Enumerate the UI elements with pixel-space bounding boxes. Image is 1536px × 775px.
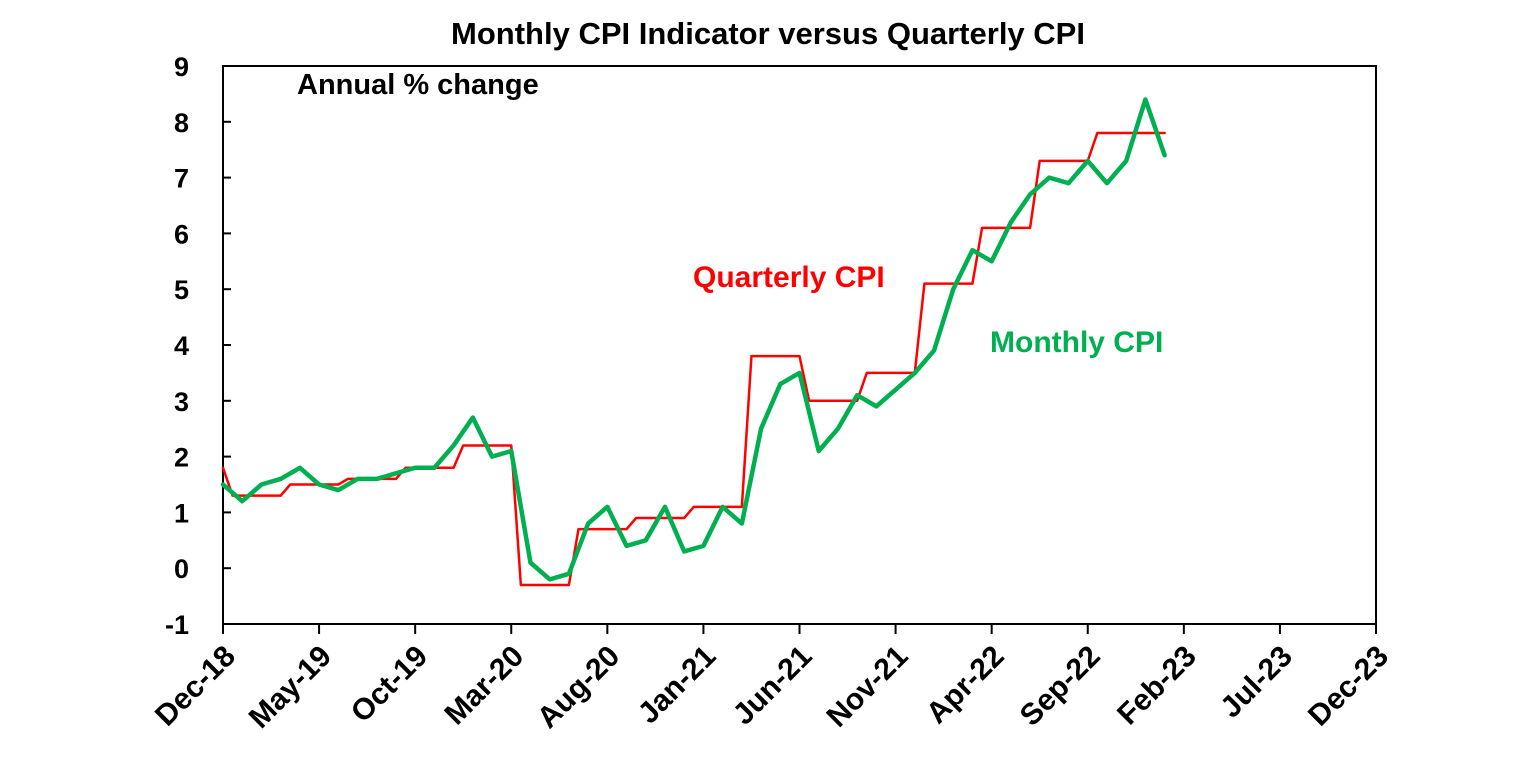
y-tick-label: -1 — [165, 610, 189, 640]
y-tick-label: 2 — [174, 443, 189, 473]
chart-subtitle: Annual % change — [297, 69, 539, 101]
monthly-cpi-line — [220, 97, 1167, 582]
y-axis: -1 0 1 2 3 4 5 6 7 8 9 — [165, 52, 231, 640]
chart-title: Monthly CPI Indicator versus Quarterly C… — [451, 16, 1085, 51]
quarterly-cpi-label: Quarterly CPI — [693, 261, 885, 294]
y-tick-label: 4 — [174, 331, 189, 361]
monthly-cpi-label: Monthly CPI — [990, 326, 1163, 359]
y-tick-label: 8 — [174, 108, 189, 138]
y-tick-label: 7 — [174, 164, 189, 194]
series-group — [220, 97, 1167, 587]
y-tick-label: 6 — [174, 219, 189, 249]
y-tick-label: 9 — [174, 52, 189, 82]
y-tick-label: 1 — [174, 498, 189, 528]
y-tick-label: 3 — [174, 387, 189, 417]
y-tick-label: 5 — [174, 275, 189, 305]
y-tick-label: 0 — [174, 554, 189, 584]
